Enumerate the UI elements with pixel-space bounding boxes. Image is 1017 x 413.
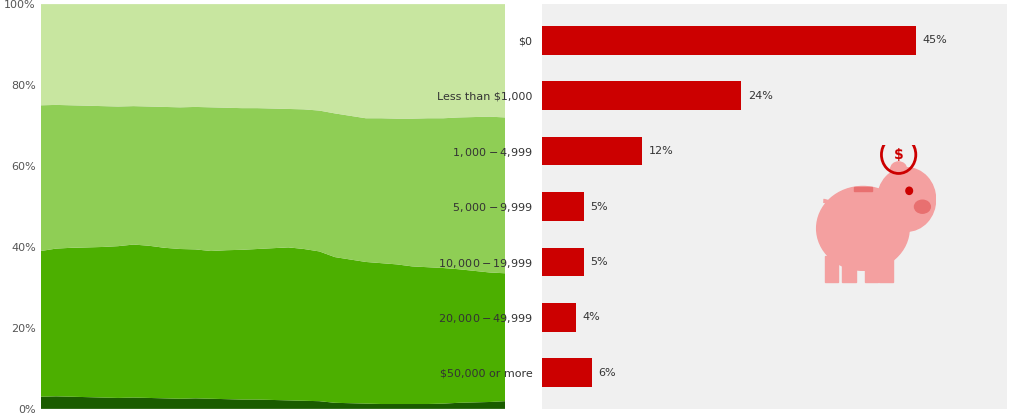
Text: 24%: 24% <box>749 90 773 101</box>
Bar <box>853 187 873 191</box>
Text: 45%: 45% <box>922 35 947 45</box>
Bar <box>542 26 915 55</box>
Bar <box>864 256 878 282</box>
Bar <box>542 247 584 276</box>
Bar <box>542 303 576 332</box>
Text: 4%: 4% <box>582 312 600 323</box>
Bar <box>825 256 838 282</box>
Ellipse shape <box>891 162 906 176</box>
Circle shape <box>906 187 912 195</box>
Ellipse shape <box>914 200 931 213</box>
Bar <box>542 81 741 110</box>
Ellipse shape <box>817 187 909 271</box>
Text: 5%: 5% <box>591 202 608 211</box>
Bar <box>542 137 642 166</box>
Bar <box>842 256 855 282</box>
Text: $: $ <box>894 148 903 161</box>
Bar <box>542 358 592 387</box>
Text: 12%: 12% <box>649 146 673 156</box>
Bar <box>880 256 893 282</box>
Bar <box>542 192 584 221</box>
Circle shape <box>878 168 936 231</box>
Text: 6%: 6% <box>599 368 616 378</box>
Text: 5%: 5% <box>591 257 608 267</box>
